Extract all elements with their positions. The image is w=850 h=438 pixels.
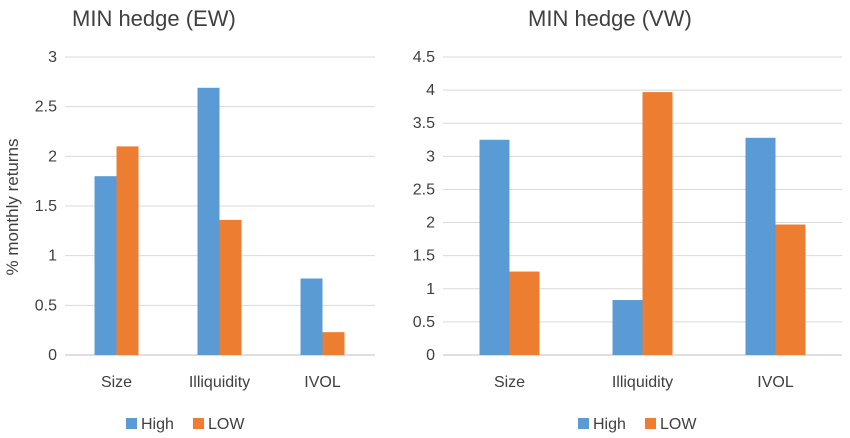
y-tick-label: 4.5: [413, 49, 435, 66]
x-category-label: IVOL: [304, 374, 341, 391]
chart-right-y-ticks: 0 0.5 1 1.5 2 2.5 3 3.5 4 4.5: [413, 49, 435, 364]
legend-label-high: High: [593, 416, 626, 433]
bar-low-size: [116, 146, 139, 355]
x-category-label: Illiquidity: [189, 374, 250, 391]
chart-left-legend: High LOW: [126, 416, 245, 433]
chart-right-title: MIN hedge (VW): [528, 6, 692, 31]
y-tick-label: 0: [426, 347, 435, 364]
y-tick-label: 1: [48, 248, 57, 265]
y-tick-label: 3: [48, 49, 57, 66]
legend-swatch-high: [578, 418, 589, 429]
chart-left-bars: [94, 87, 345, 355]
bar-low-illiquidity: [219, 219, 242, 355]
y-tick-label: 3: [426, 148, 435, 165]
y-tick-label: 0: [48, 347, 57, 364]
bar-high-illiquidity: [612, 300, 643, 355]
bar-high-size: [94, 176, 117, 355]
bar-high-ivol: [300, 278, 323, 355]
y-tick-label: 1.5: [413, 248, 435, 265]
x-category-label: Size: [101, 374, 132, 391]
chart-right-legend: High LOW: [578, 416, 697, 433]
legend-swatch-low: [645, 418, 656, 429]
legend-label-low: LOW: [660, 416, 697, 433]
y-tick-label: 2.5: [35, 99, 57, 116]
x-category-label: Size: [494, 374, 525, 391]
x-category-label: IVOL: [757, 374, 794, 391]
legend-label-low: LOW: [208, 416, 245, 433]
y-tick-label: 2: [48, 148, 57, 165]
chart-right: MIN hedge (VW) 0 0.5 1 1.5 2 2.5 3 3.5 4 4.5 Size…: [413, 6, 842, 433]
chart-left: MIN hedge (EW) % monthly returns 0 0.5 1 1.…: [3, 6, 375, 433]
y-tick-label: 0.5: [413, 314, 435, 331]
bar-low-ivol: [322, 332, 345, 355]
chart-left-categories: Size Illiquidity IVOL: [101, 374, 341, 391]
y-tick-label: 3.5: [413, 115, 435, 132]
bar-low-illiquidity: [642, 92, 673, 355]
bar-high-illiquidity: [197, 87, 220, 355]
y-tick-label: 1.5: [35, 198, 57, 215]
chart-left-title: MIN hedge (EW): [72, 6, 236, 31]
chart-right-categories: Size Illiquidity IVOL: [494, 374, 794, 391]
y-tick-label: 0.5: [35, 297, 57, 314]
y-tick-label: 2: [426, 215, 435, 232]
bar-high-size: [479, 139, 510, 355]
bar-high-ivol: [745, 137, 776, 355]
legend-label-high: High: [141, 416, 174, 433]
y-tick-label: 4: [426, 82, 435, 99]
bar-low-ivol: [775, 224, 806, 355]
y-tick-label: 1: [426, 281, 435, 298]
chart-left-y-axis-label: % monthly returns: [3, 139, 22, 276]
bar-low-size: [509, 271, 540, 355]
legend-swatch-low: [193, 418, 204, 429]
chart-left-y-ticks: 0 0.5 1 1.5 2 2.5 3: [35, 49, 57, 364]
y-tick-label: 2.5: [413, 181, 435, 198]
x-category-label: Illiquidity: [612, 374, 673, 391]
chart-right-bars: [479, 92, 806, 355]
legend-swatch-high: [126, 418, 137, 429]
